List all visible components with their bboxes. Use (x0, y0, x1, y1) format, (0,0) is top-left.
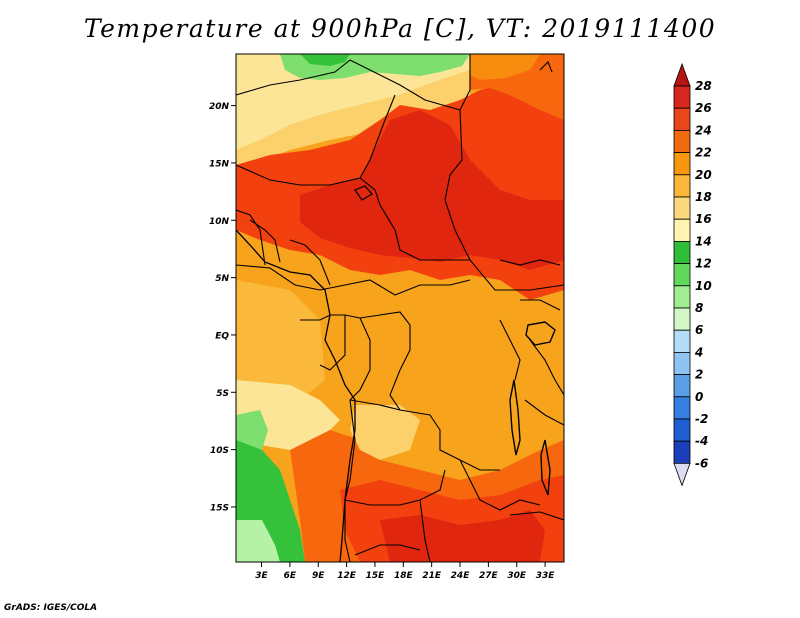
lon-tick-label: 27E (479, 571, 499, 581)
colorbar-label: 4 (694, 345, 703, 359)
field-angola-light (350, 405, 420, 460)
colorbar-swatch (673, 329, 691, 353)
lat-tick-label: 15N (209, 159, 230, 169)
colorbar-swatch (673, 285, 691, 309)
colorbar-swatch (673, 396, 691, 420)
colorbar-label: 26 (695, 101, 712, 115)
colorbar-label: 22 (695, 146, 712, 160)
colorbar-swatch (673, 418, 691, 442)
lon-tick-label: 6E (284, 571, 297, 581)
colorbar-label: 14 (695, 234, 712, 248)
field-north-mid (236, 70, 470, 170)
colorbar-swatch (673, 440, 691, 464)
credit-label: GrADS: IGES/COLA (4, 603, 98, 613)
lon-tick-label: 33E (536, 571, 556, 581)
colorbar-swatch (673, 374, 691, 398)
lon-tick-label: 30E (507, 571, 527, 581)
lon-tick-label: 21E (422, 571, 442, 581)
coastline (236, 229, 356, 562)
map-frame (235, 53, 565, 563)
field-west-coast (236, 280, 325, 400)
page-title: Temperature at 900hPa [C], VT: 201911140… (83, 14, 717, 43)
colorbar-swatch (673, 174, 691, 198)
lon-tick-label: 15E (366, 571, 386, 581)
lon-tick-label: 18E (394, 571, 414, 581)
colorbar-label: 16 (695, 212, 712, 226)
colorbar-swatch (673, 152, 691, 176)
field-north-green-dark (300, 54, 350, 66)
lat-tick-label: 5N (215, 274, 229, 284)
lat-tick-label: 10N (209, 217, 230, 227)
colorbar-label: 20 (695, 168, 712, 182)
lat-tick-label: 5S (216, 389, 229, 399)
lake-victoria (525, 321, 556, 346)
colorbar-top-arrow (673, 62, 691, 87)
colorbar-bottom-arrow (673, 463, 691, 487)
colorbar-swatch (673, 218, 691, 242)
field-congo (330, 290, 510, 450)
lat-tick-label: EQ (215, 331, 229, 341)
lake-tanganyika (509, 379, 521, 456)
colorbar-label: -4 (695, 434, 708, 448)
colorbar-label: 18 (695, 190, 712, 204)
colorbar-label: 10 (695, 279, 712, 293)
colorbar-swatch (673, 196, 691, 220)
colorbar-swatch (673, 263, 691, 287)
lake-malawi (540, 439, 551, 496)
temperature-map (236, 54, 564, 562)
colorbar-swatch (673, 85, 691, 109)
latitude-axis: 20N 15N 10N 5N EQ 5S 10S 15S (209, 102, 236, 513)
colorbar-label: -6 (695, 456, 708, 470)
colorbar-label: 28 (695, 79, 712, 93)
lat-tick-label: 15S (210, 503, 229, 513)
lat-tick-label: 20N (209, 102, 230, 112)
colorbar-label: 0 (695, 390, 703, 404)
colorbar-swatch (673, 307, 691, 331)
field-east-orange2 (470, 54, 540, 80)
country-borders (236, 54, 564, 562)
lon-tick-label: 3E (255, 571, 268, 581)
colorbar-swatch (673, 129, 691, 153)
lon-tick-label: 12E (337, 571, 357, 581)
colorbar-label: 12 (695, 257, 712, 271)
colorbar-label: 8 (695, 301, 703, 315)
lake-chad (354, 185, 373, 201)
lat-tick-label: 10S (210, 446, 229, 456)
colorbar-label: 2 (695, 368, 703, 382)
colorbar-label: -2 (695, 412, 708, 426)
colorbar-swatch (673, 240, 691, 264)
field-south-hot (380, 510, 545, 562)
longitude-axis: 3E 6E 9E 12E 15E 18E 21E 24E 27E 30E 33E (255, 562, 555, 581)
field-hot-core (300, 110, 564, 270)
field-sw-green-light (236, 520, 280, 562)
colorbar-label: 6 (695, 323, 703, 337)
colorbar-swatch (673, 351, 691, 375)
lon-tick-label: 9E (312, 571, 325, 581)
colorbar-label: 24 (695, 123, 712, 137)
lon-tick-label: 24E (451, 571, 471, 581)
colorbar-swatch (673, 107, 691, 131)
field-north-cool (236, 54, 470, 150)
